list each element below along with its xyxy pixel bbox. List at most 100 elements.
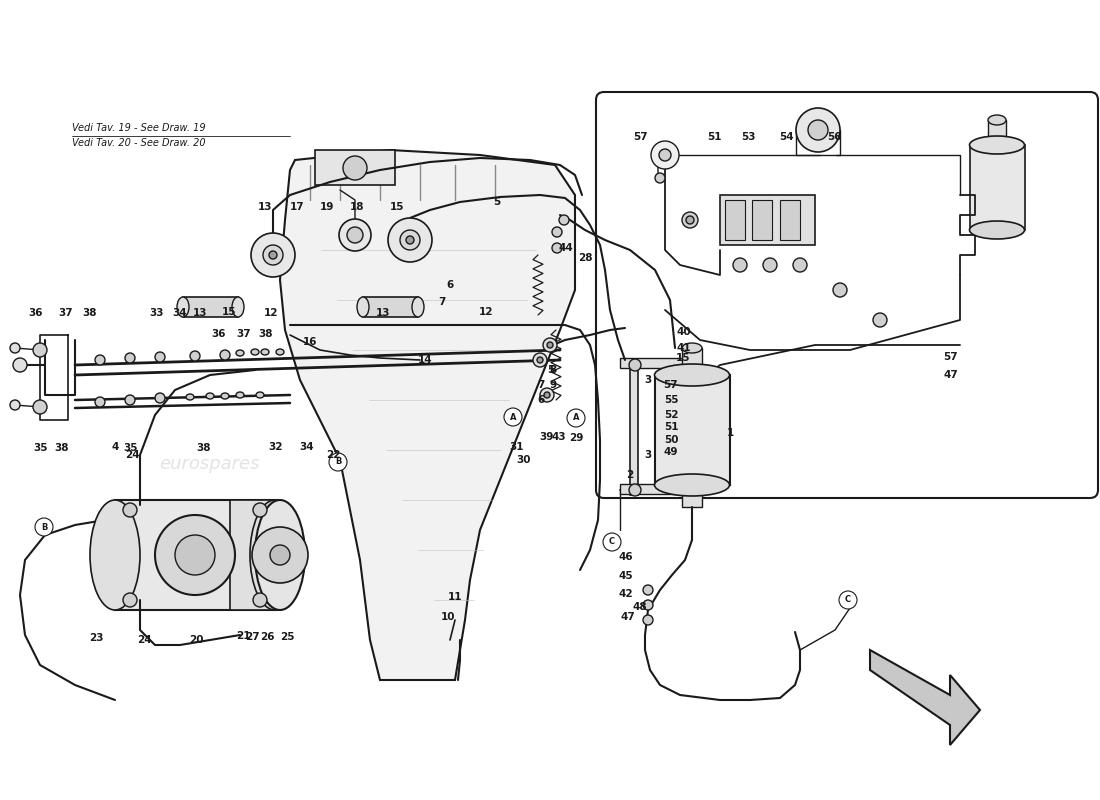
Text: 45: 45 [618,571,634,581]
Bar [630,360,638,495]
Text: 18: 18 [350,202,364,212]
Text: 9: 9 [549,380,557,390]
Circle shape [659,149,671,161]
Ellipse shape [236,350,244,356]
Circle shape [682,212,698,228]
Circle shape [651,141,679,169]
Text: 57: 57 [632,132,647,142]
Circle shape [175,535,214,575]
Text: 56: 56 [827,132,842,142]
Circle shape [873,313,887,327]
Text: 6: 6 [447,280,453,290]
Circle shape [540,388,554,402]
Bar [116,500,275,610]
Text: 36: 36 [29,308,43,318]
Text: 36: 36 [211,329,227,339]
Bar [725,200,745,240]
Circle shape [270,251,277,259]
Ellipse shape [186,394,194,400]
Text: 6: 6 [538,395,544,405]
Circle shape [793,258,807,272]
Bar [654,375,730,485]
Text: 13: 13 [192,308,207,318]
Ellipse shape [682,343,702,353]
Text: 52: 52 [663,410,679,420]
Bar [620,358,700,368]
Text: 3: 3 [645,450,651,460]
Circle shape [252,527,308,583]
Text: 29: 29 [569,433,583,443]
Text: 34: 34 [173,308,187,318]
Text: 47: 47 [944,370,958,380]
Ellipse shape [261,349,270,355]
Text: eurospares: eurospares [422,367,524,385]
Text: 35: 35 [123,443,139,453]
Text: 10: 10 [441,612,455,622]
Text: 41: 41 [676,343,691,353]
Ellipse shape [969,136,1024,154]
Ellipse shape [206,393,214,399]
Circle shape [654,173,666,183]
Ellipse shape [255,500,305,610]
Ellipse shape [654,474,729,496]
Text: 38: 38 [82,308,97,318]
Bar [988,120,1007,145]
Text: 31: 31 [509,442,525,452]
Circle shape [686,216,694,224]
Text: 5: 5 [548,365,554,375]
Text: 12: 12 [478,307,493,317]
Text: 44: 44 [559,243,573,253]
Circle shape [733,258,747,272]
Ellipse shape [251,349,258,355]
Text: 8: 8 [549,365,557,375]
Text: 34: 34 [299,442,315,452]
Circle shape [559,215,569,225]
Text: 40: 40 [676,327,691,337]
Bar [720,195,815,245]
Text: 22: 22 [326,450,340,460]
Text: 35: 35 [34,443,48,453]
Bar [970,145,1025,230]
Ellipse shape [969,221,1024,239]
Text: 25: 25 [279,632,295,642]
Ellipse shape [412,297,424,317]
Circle shape [552,227,562,237]
Ellipse shape [654,364,729,386]
Text: 46: 46 [618,552,634,562]
Text: 43: 43 [552,432,567,442]
Circle shape [388,218,432,262]
Text: 30: 30 [517,455,531,465]
Circle shape [808,120,828,140]
Circle shape [263,245,283,265]
Circle shape [125,395,135,405]
Text: 37: 37 [236,329,251,339]
Text: 32: 32 [268,442,284,452]
Text: 23: 23 [89,633,103,643]
Text: 49: 49 [663,447,679,457]
Ellipse shape [232,297,244,317]
Polygon shape [280,150,575,680]
Circle shape [839,591,857,609]
Text: A: A [509,413,516,422]
Text: 15: 15 [675,353,691,363]
Ellipse shape [988,115,1007,125]
Text: 2: 2 [626,470,634,480]
Text: 1: 1 [726,428,734,438]
Text: 57: 57 [944,352,958,362]
Circle shape [33,400,47,414]
Text: B: B [334,458,341,466]
Circle shape [644,585,653,595]
Circle shape [190,351,200,361]
Ellipse shape [236,392,244,398]
Text: 38: 38 [197,443,211,453]
Text: 50: 50 [663,435,679,445]
Circle shape [346,227,363,243]
Circle shape [406,236,414,244]
Text: 38: 38 [55,443,69,453]
Text: 17: 17 [289,202,305,212]
Circle shape [35,518,53,536]
Circle shape [253,593,267,607]
Text: 55: 55 [663,395,679,405]
Text: 21: 21 [235,631,251,641]
Text: 15: 15 [389,202,405,212]
